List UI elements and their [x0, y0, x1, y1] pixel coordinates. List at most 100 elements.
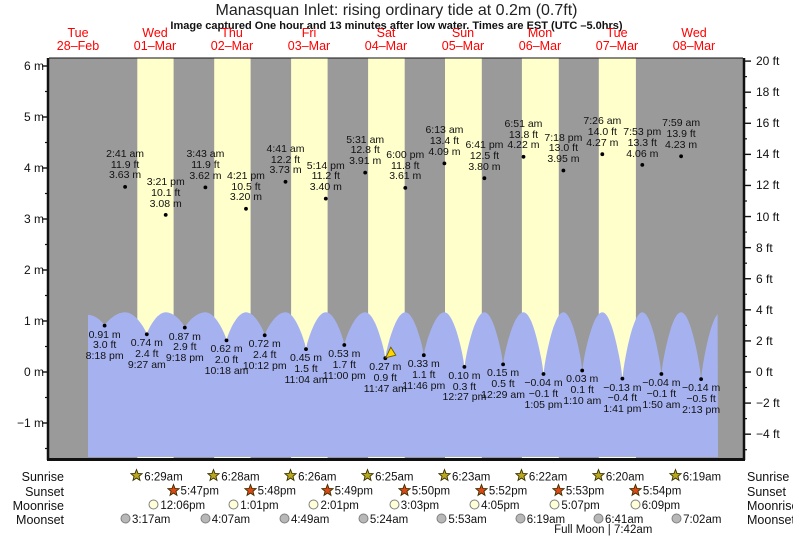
y-axis-right-tick-label: 6 ft: [756, 271, 773, 286]
moonrise-circle-icon: [389, 499, 400, 513]
tide-extreme-dot: [163, 213, 168, 217]
sunset-star-icon: [397, 482, 412, 500]
tide-extreme-dot: [123, 185, 127, 189]
sunrise-item: 6:23am: [437, 468, 490, 486]
astro-row-label-left: Moonrise: [12, 499, 64, 513]
astro-time: 6:26am: [298, 471, 337, 483]
low-tide-label: −0.14 m −0.5 ft 2:13 pm: [681, 382, 721, 416]
tide-extreme-dot: [600, 152, 605, 157]
astro-time: 6:41am: [604, 514, 644, 526]
moonset-circle-icon: [279, 513, 290, 527]
astro-time: 4:07am: [211, 514, 251, 526]
moon-phase-label: Full Moon | 7:42am: [554, 524, 653, 536]
tide-extreme-dot: [342, 343, 347, 347]
moonset-item: 7:02am: [671, 513, 721, 527]
tide-extreme-dot: [323, 196, 328, 201]
moonrise-item: 12:06pm: [148, 499, 205, 513]
low-tide-label: 0.87 m 2.9 ft 9:18 pm: [165, 330, 204, 365]
moonset-circle-icon: [671, 513, 682, 527]
astro-time: 6:22am: [528, 471, 568, 483]
moonrise-circle-icon: [549, 499, 560, 513]
high-tide-label: 5:31 am 12.8 ft 3.91 m: [346, 133, 385, 168]
high-tide-label: 7:53 pm 13.3 ft 4.06 m: [623, 125, 662, 160]
y-axis-right-tick-label: 14 ft: [756, 147, 780, 162]
high-tide-label: 7:26 am 14.0 ft 4.27 m: [583, 115, 622, 149]
low-tide-label: 0.27 m 0.9 ft 11:47 am: [363, 361, 407, 395]
sunset-star-icon: [551, 482, 566, 500]
tide-extreme-dot: [659, 372, 664, 376]
moonset-circle-icon: [200, 513, 211, 527]
moonrise-circle-icon: [228, 499, 239, 513]
chart-subtitle: Image captured One hour and 13 minutes a…: [170, 20, 623, 32]
high-tide-label: 7:59 am 13.9 ft 4.23 m: [662, 117, 701, 151]
sunrise-item: 6:29am: [129, 468, 183, 486]
low-tide-label: 0.62 m 2.0 ft 10:18 am: [204, 343, 249, 377]
low-tide-label: 0.10 m 0.3 ft 12:27 pm: [442, 369, 487, 404]
astro-row-label-right: Moonrise: [747, 499, 793, 513]
high-tide-label: 5:14 pm 11.2 ft 3.40 m: [306, 159, 345, 194]
astro-row-label-right: Sunset: [747, 484, 786, 499]
moonrise-item: 2:01pm: [308, 499, 359, 513]
astro-time: 2:01pm: [320, 500, 359, 512]
low-tide-label: 0.53 m 1.7 ft 11:00 pm: [322, 347, 366, 382]
moonset-item: 4:49am: [279, 513, 329, 527]
tide-extreme-dot: [541, 372, 546, 376]
y-axis-right-tick-label: 2 ft: [756, 333, 773, 348]
sunset-star-icon: [243, 482, 257, 500]
y-axis-left-tick-label: 4 m: [23, 161, 44, 175]
tide-extreme-dot: [462, 365, 467, 369]
y-axis-left-tick-label: 2 m: [23, 263, 44, 277]
astro-time: 5:48pm: [257, 485, 296, 498]
astro-time: 3:17am: [132, 514, 171, 526]
y-axis-right-tick-label: 20 ft: [756, 54, 780, 69]
tide-extreme-dot: [283, 179, 288, 184]
day-label: Tue 28–Feb: [56, 26, 100, 53]
sunrise-star-icon: [437, 468, 452, 486]
high-tide-label: 6:00 pm 11.8 ft 3.61 m: [386, 148, 425, 183]
astro-row-label-left: Sunset: [25, 484, 64, 499]
astro-time: 5:24am: [369, 514, 409, 526]
low-tide-label: 0.15 m 0.5 ft 12:29 am: [481, 367, 525, 401]
astro-time: 1:01pm: [240, 500, 279, 512]
sunrise-star-icon: [514, 468, 529, 486]
moonset-item: 4:07am: [200, 513, 250, 527]
low-tide-label: 0.91 m 3.0 ft 8:18 pm: [85, 328, 124, 363]
sunset-star-icon: [320, 482, 335, 500]
tide-curve: [88, 312, 718, 457]
low-tide-label: −0.04 m −0.1 ft 1:05 pm: [524, 377, 563, 411]
tide-extreme-dot: [561, 168, 566, 173]
astro-time: 5:52pm: [488, 485, 528, 498]
astro-time: 5:54pm: [642, 485, 682, 498]
moonrise-item: 1:01pm: [228, 499, 279, 513]
astro-time: 6:19am: [682, 471, 722, 483]
moonrise-item: 5:07pm: [549, 499, 600, 513]
moonrise-circle-icon: [148, 499, 159, 513]
moonrise-circle-icon: [469, 499, 480, 513]
tide-extreme-dot: [262, 333, 267, 338]
sunrise-star-icon: [206, 468, 221, 486]
y-axis-left-tick-label: 5 m: [23, 110, 44, 124]
sunrise-star-icon: [283, 468, 298, 486]
astro-row-label-right: Moonset: [747, 513, 793, 527]
tide-extreme-dot: [102, 323, 107, 328]
y-axis-left-tick-label: −1 m: [16, 416, 44, 430]
high-tide-label: 2:41 am 11.9 ft 3.63 m: [106, 147, 145, 182]
y-axis-right-tick-label: 0 ft: [756, 365, 773, 379]
astro-row-label-left: Moonset: [16, 513, 64, 527]
tide-extreme-dot: [442, 161, 447, 166]
y-axis-right-tick-label: 8 ft: [756, 240, 773, 255]
high-tide-label: 6:51 am 13.8 ft 4.22 m: [504, 117, 543, 152]
tide-extreme-dot: [501, 362, 505, 367]
astro-time: 6:09pm: [641, 500, 681, 512]
day-label: Mon 06–Mar: [518, 26, 562, 53]
moonset-item: 6:19am: [515, 513, 565, 527]
y-axis-right-tick-label: 4 ft: [756, 302, 773, 317]
tide-extreme-dot: [640, 163, 645, 167]
moonset-item: 3:17am: [120, 513, 170, 527]
y-axis-left-tick-label: 3 m: [23, 212, 44, 226]
high-tide-label: 6:13 am 13.4 ft 4.09 m: [425, 124, 464, 158]
astro-time: 5:49pm: [334, 485, 374, 498]
astro-time: 4:05pm: [481, 500, 520, 512]
day-label: Sun 05–Mar: [441, 26, 485, 53]
